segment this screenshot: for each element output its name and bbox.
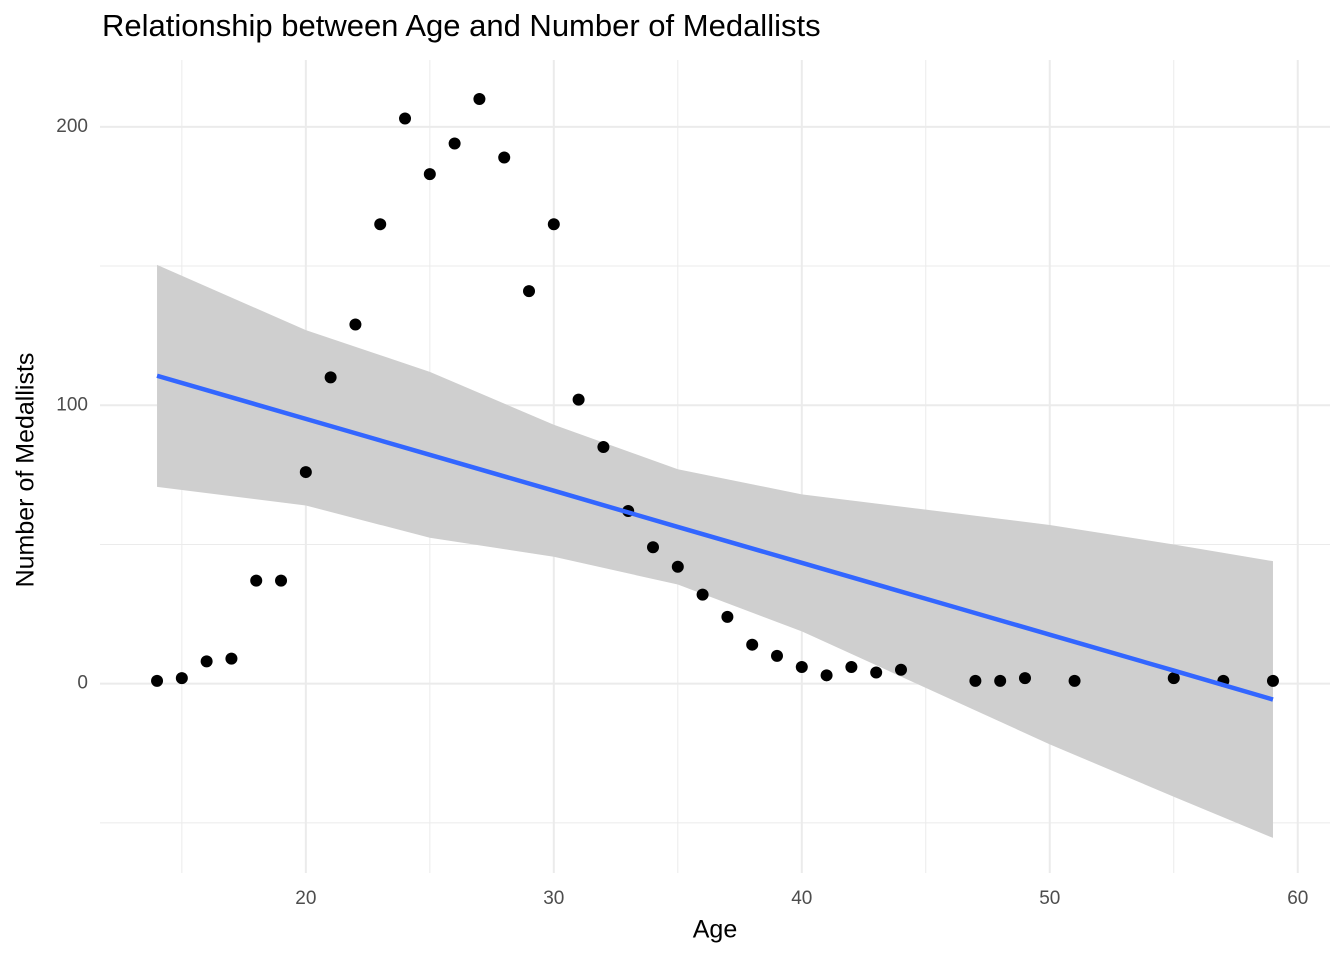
point (175, 672, 188, 685)
point (374, 218, 387, 231)
point (894, 663, 907, 676)
point (250, 574, 263, 587)
point (870, 666, 883, 679)
point (1167, 672, 1180, 685)
confidence-band (157, 264, 1273, 838)
point (820, 669, 833, 682)
point (671, 560, 684, 573)
x-axis-label: Age (693, 916, 737, 944)
point (746, 638, 759, 651)
point (696, 588, 709, 601)
point (275, 574, 288, 587)
y-tick-label: 0 (77, 673, 88, 694)
point (324, 371, 337, 384)
point (721, 610, 734, 623)
point (1018, 672, 1031, 685)
fit-line (156, 373, 1274, 702)
point (399, 112, 412, 125)
point (200, 655, 213, 668)
point (523, 285, 536, 298)
point (845, 660, 858, 673)
point (795, 660, 808, 673)
x-tick-label: 40 (791, 888, 812, 909)
chart-title: Relationship between Age and Number of M… (102, 8, 821, 43)
y-tick-label: 100 (56, 394, 88, 415)
point (572, 393, 585, 406)
x-tick-label: 60 (1287, 888, 1308, 909)
point (299, 466, 312, 479)
point (423, 168, 436, 181)
x-tick-label: 20 (295, 888, 316, 909)
point (473, 92, 486, 105)
x-tick-label: 50 (1039, 888, 1060, 909)
point (647, 541, 660, 554)
y-axis-label: Number of Medallists (12, 353, 40, 588)
point (770, 649, 783, 662)
point (994, 674, 1007, 687)
point (448, 137, 461, 150)
point (225, 652, 238, 665)
point (597, 441, 610, 454)
point (1068, 674, 1081, 687)
x-tick-label: 30 (543, 888, 564, 909)
point (151, 674, 164, 687)
point (547, 218, 560, 231)
point (969, 674, 982, 687)
point (1266, 674, 1279, 687)
point (498, 151, 511, 164)
y-tick-label: 200 (56, 116, 88, 137)
point (349, 318, 362, 331)
